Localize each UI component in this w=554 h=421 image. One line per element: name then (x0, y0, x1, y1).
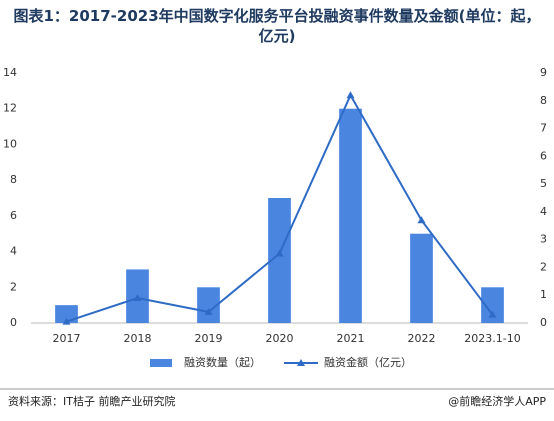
y2-tick-label: 6 (540, 149, 547, 162)
y2-tick-label: 9 (540, 66, 547, 79)
x-tick-label: 2018 (124, 332, 152, 345)
chart-title: 图表1：2017-2023年中国数字化服务平台投融资事件数量及金额(单位：起，亿… (13, 7, 541, 45)
marker (204, 307, 213, 315)
x-tick-label: 2022 (408, 332, 436, 345)
y2-tick-label: 1 (540, 288, 547, 301)
bar (410, 233, 433, 323)
marker (488, 310, 497, 318)
y-tick-label: 14 (3, 66, 17, 79)
legend-label: 融资数量（起） (184, 356, 261, 369)
x-tick-label: 2017 (53, 332, 81, 345)
x-tick-label: 2023.1-10 (464, 332, 520, 345)
legend-marker (297, 359, 305, 366)
bar (481, 287, 504, 323)
marker (62, 317, 71, 325)
legend-swatch (150, 359, 172, 367)
y2-tick-label: 7 (540, 122, 547, 135)
marker (275, 249, 284, 257)
marker (133, 294, 142, 301)
y-tick-label: 10 (3, 137, 17, 150)
y-tick-label: 2 (10, 280, 17, 293)
y2-tick-label: 3 (540, 233, 547, 246)
bar (197, 287, 220, 323)
y2-tick-label: 8 (540, 94, 547, 107)
y-tick-label: 8 (10, 173, 17, 186)
legend-label: 融资金额（亿元） (324, 355, 412, 369)
marker (417, 216, 426, 224)
y-tick-label: 0 (10, 316, 17, 329)
y2-tick-label: 5 (540, 177, 547, 190)
source: 资料来源：IT桔子 前瞻产业研究院 (8, 394, 175, 408)
x-tick-label: 2019 (195, 332, 223, 345)
x-tick-label: 2020 (266, 332, 294, 345)
y2-tick-label: 0 (540, 316, 547, 329)
bar (339, 108, 362, 323)
y-tick-label: 6 (10, 209, 17, 222)
marker (346, 91, 355, 99)
y-tick-label: 12 (3, 102, 17, 115)
x-tick-label: 2021 (337, 332, 365, 345)
bar (268, 198, 291, 323)
y-tick-label: 4 (10, 245, 17, 258)
bar (55, 305, 78, 323)
credit: @前瞻经济学人APP (448, 394, 546, 408)
y2-tick-label: 4 (540, 205, 547, 218)
y2-tick-label: 2 (540, 260, 547, 273)
